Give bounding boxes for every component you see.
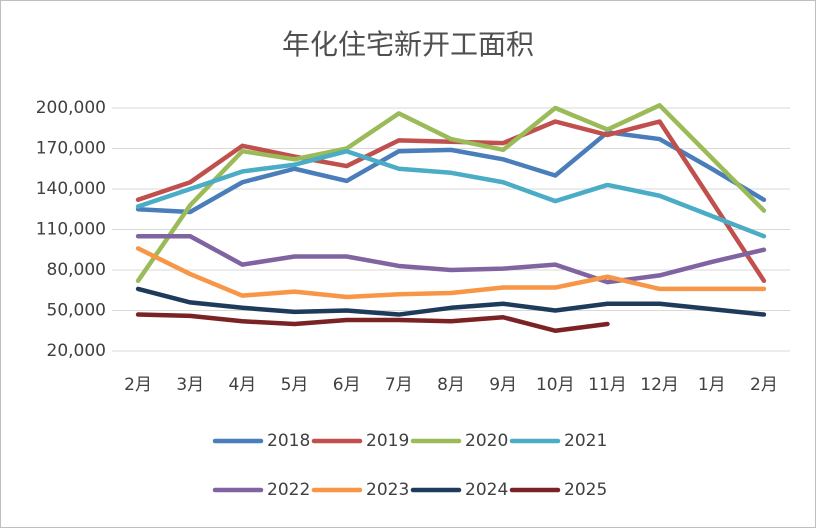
legend-label: 2022 (267, 480, 310, 500)
y-tick-label: 200,000 (36, 98, 106, 118)
series-line (135, 246, 767, 300)
series-line (135, 286, 767, 317)
series-line (135, 148, 767, 239)
legend-label: 2021 (564, 431, 607, 451)
x-tick-label: 10月 (536, 375, 575, 395)
series-line (135, 234, 767, 285)
x-tick-label: 2月 (124, 375, 152, 395)
x-tick-label: 2月 (750, 375, 778, 395)
legend-label: 2024 (465, 480, 508, 500)
x-tick-label: 11月 (588, 375, 627, 395)
legend-label: 2020 (465, 431, 508, 451)
series-line (135, 130, 767, 215)
legend-label: 2018 (267, 431, 310, 451)
legend-label: 2025 (564, 480, 607, 500)
x-tick-label: 5月 (281, 375, 309, 395)
series-line (135, 119, 767, 284)
x-tick-label: 12月 (640, 375, 679, 395)
x-tick-label: 3月 (176, 375, 204, 395)
y-tick-label: 140,000 (36, 179, 106, 199)
series-line (135, 312, 610, 333)
x-tick-label: 9月 (489, 375, 517, 395)
y-tick-label: 110,000 (36, 220, 106, 240)
x-tick-label: 7月 (385, 375, 413, 395)
y-tick-label: 20,000 (47, 341, 106, 361)
y-tick-label: 170,000 (36, 139, 106, 159)
x-tick-label: 4月 (228, 375, 256, 395)
y-tick-label: 50,000 (47, 301, 106, 321)
x-tick-label: 1月 (698, 375, 726, 395)
chart-title: 年化住宅新开工面积 (282, 28, 534, 61)
x-tick-label: 6月 (333, 375, 361, 395)
legend-label: 2019 (366, 431, 409, 451)
legend-label: 2023 (366, 480, 409, 500)
y-tick-label: 80,000 (47, 260, 106, 280)
x-tick-label: 8月 (437, 375, 465, 395)
series-line (135, 103, 767, 284)
